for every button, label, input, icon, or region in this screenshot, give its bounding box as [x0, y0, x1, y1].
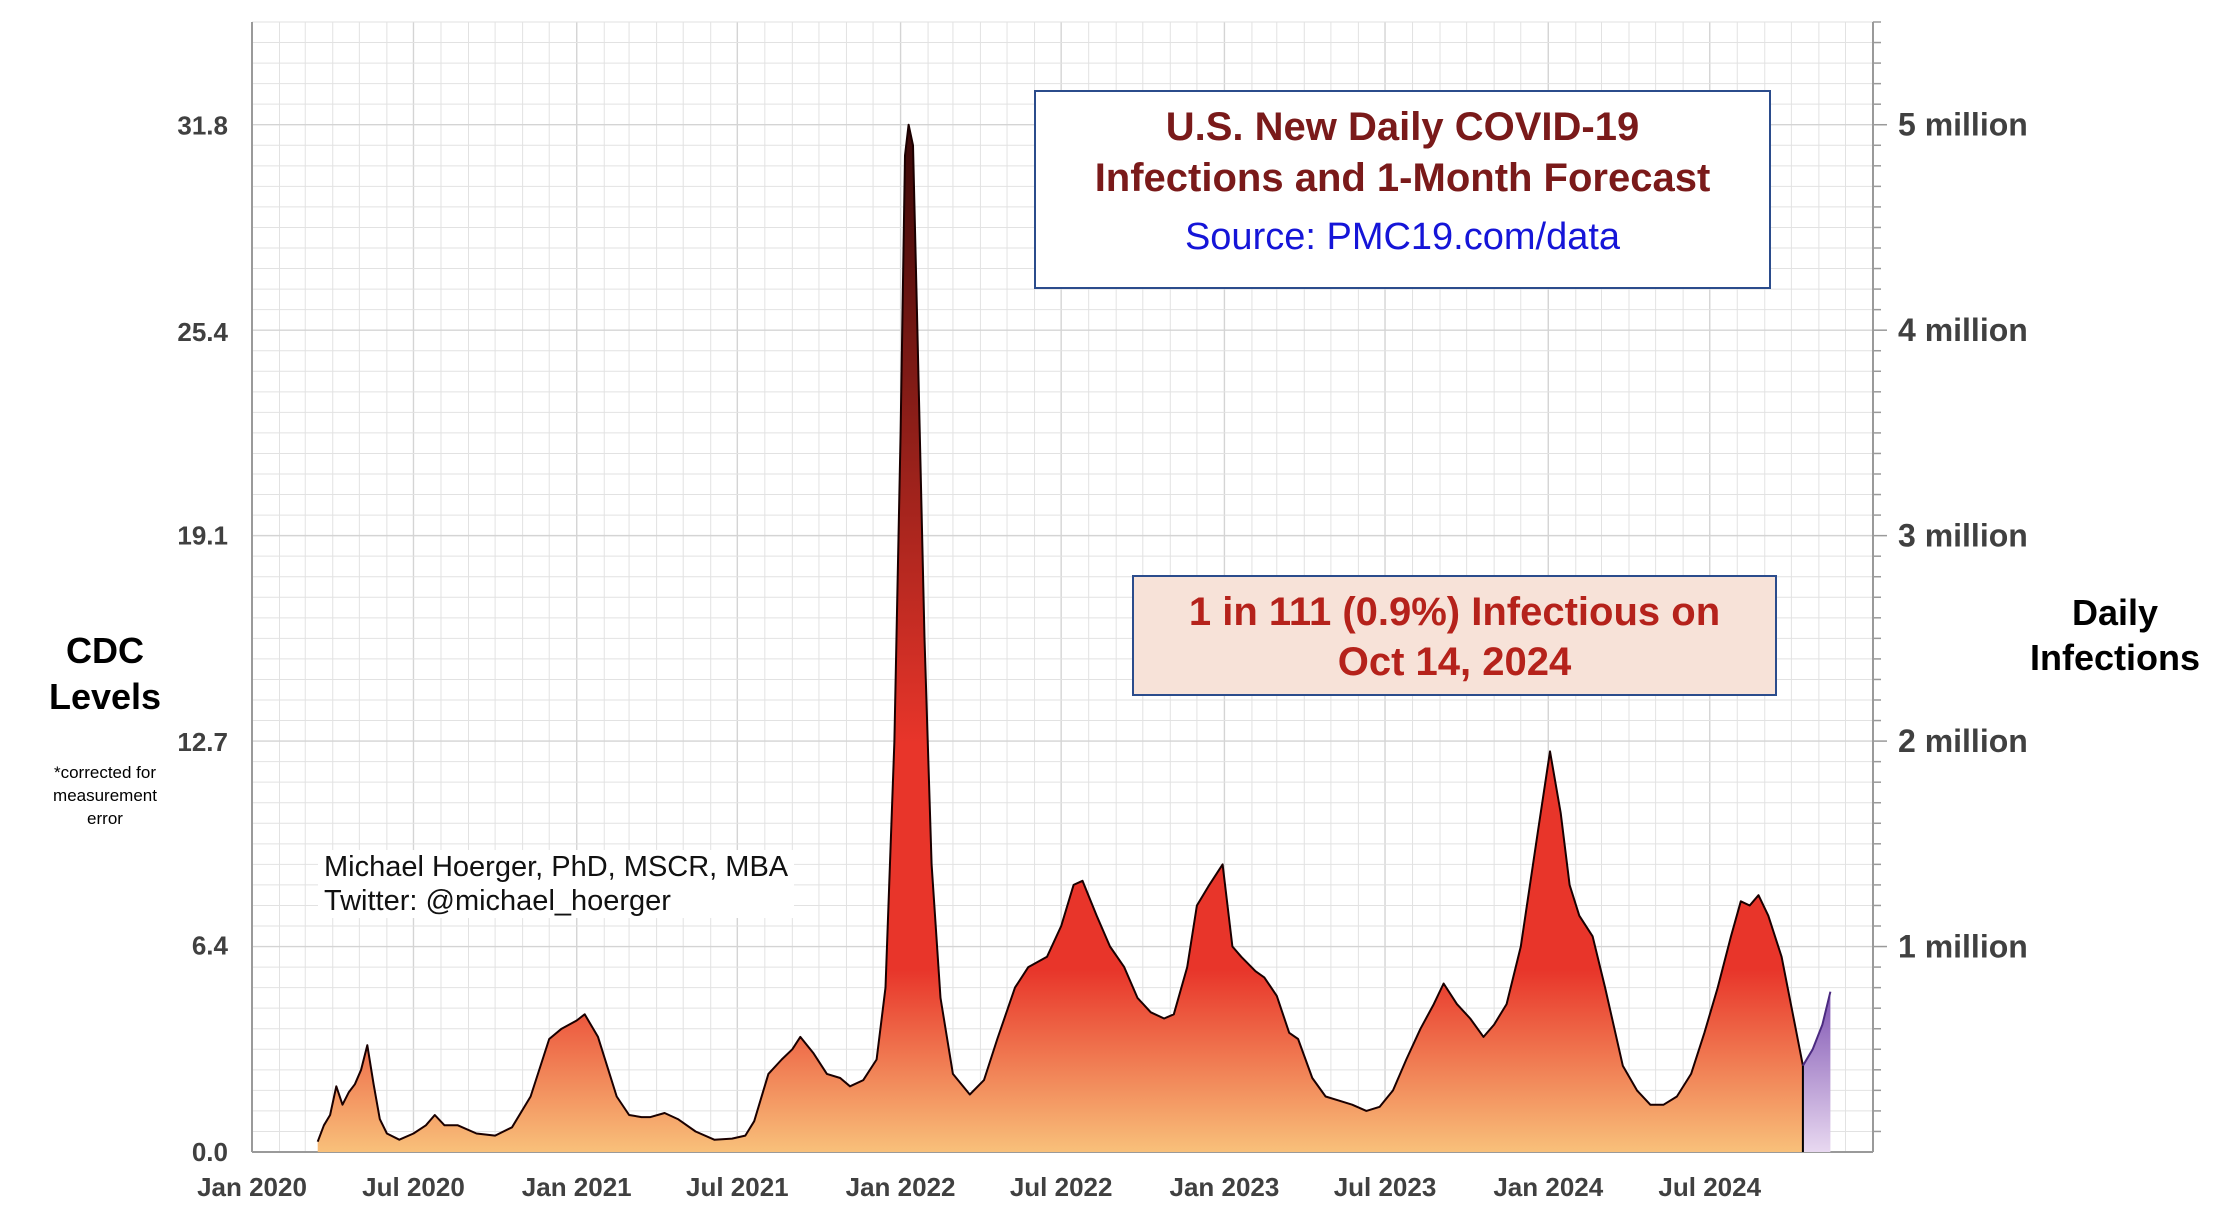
author-name: Michael Hoerger, PhD, MSCR, MBA — [324, 851, 789, 883]
left-tick-label: 25.4 — [177, 317, 228, 347]
left-axis-title-line-2: Levels — [49, 676, 161, 717]
x-tick-label: Jan 2020 — [197, 1172, 307, 1202]
x-tick-label: Jan 2024 — [1493, 1172, 1603, 1202]
callout-line-1: 1 in 111 (0.9%) Infectious on — [1188, 590, 1721, 634]
tick-labels: Jan 2020 Jul 2020 Jan 2021 Jul 2021 Jan 2022… — [177, 107, 2027, 1202]
right-axis-title-line-2: Infections — [2030, 637, 2200, 678]
infections-area — [317, 124, 1803, 1153]
x-tick-label: Jan 2021 — [522, 1172, 632, 1202]
left-axis-note-line-3: error — [87, 809, 123, 828]
infectious-callout: 1 in 111 (0.9%) Infectious on Oct 14, 20… — [1132, 575, 1777, 696]
series-layer — [316, 123, 1832, 1153]
right-axis-title-line-1: Daily — [2072, 592, 2158, 633]
right-tick-label: 3 million — [1898, 518, 2028, 554]
x-tick-label: Jan 2023 — [1169, 1172, 1279, 1202]
right-tick-label: 4 million — [1898, 312, 2028, 348]
author-credit: Michael Hoerger, PhD, MSCR, MBA Twitter:… — [318, 850, 795, 918]
x-tick-label: Jul 2023 — [1334, 1172, 1437, 1202]
left-axis-note-line-2: measurement — [53, 786, 157, 805]
left-axis-note-line-1: *corrected for — [54, 763, 156, 782]
left-tick-label: 0.0 — [192, 1137, 228, 1167]
title-box: U.S. New Daily COVID-19 Infections and 1… — [1034, 90, 1771, 289]
left-tick-label: 6.4 — [192, 930, 229, 960]
right-tick-label: 2 million — [1898, 723, 2028, 759]
left-axis-title-line-1: CDC — [66, 630, 144, 671]
x-tick-label: Jul 2022 — [1010, 1172, 1113, 1202]
x-tick-label: Jul 2024 — [1658, 1172, 1761, 1202]
left-tick-label: 19.1 — [177, 520, 228, 550]
chart-title-line-2: Infections and 1-Month Forecast — [1094, 156, 1711, 200]
x-tick-label: Jan 2022 — [846, 1172, 956, 1202]
author-twitter: Twitter: @michael_hoerger — [324, 885, 671, 917]
forecast-line — [1802, 991, 1832, 1067]
chart-title-line-1: U.S. New Daily COVID-19 — [1165, 105, 1640, 149]
left-tick-label: 31.8 — [177, 110, 228, 140]
x-tick-label: Jul 2020 — [362, 1172, 465, 1202]
forecast-area — [1802, 991, 1831, 1152]
source-link[interactable]: Source: PMC19.com/data — [1184, 216, 1621, 258]
right-tick-label: 1 million — [1898, 929, 2028, 965]
infections-line — [316, 123, 1804, 1143]
x-tick-label: Jul 2021 — [686, 1172, 789, 1202]
callout-line-2: Oct 14, 2024 — [1337, 640, 1572, 684]
right-tick-label: 5 million — [1898, 107, 2028, 143]
left-tick-label: 12.7 — [177, 727, 228, 757]
